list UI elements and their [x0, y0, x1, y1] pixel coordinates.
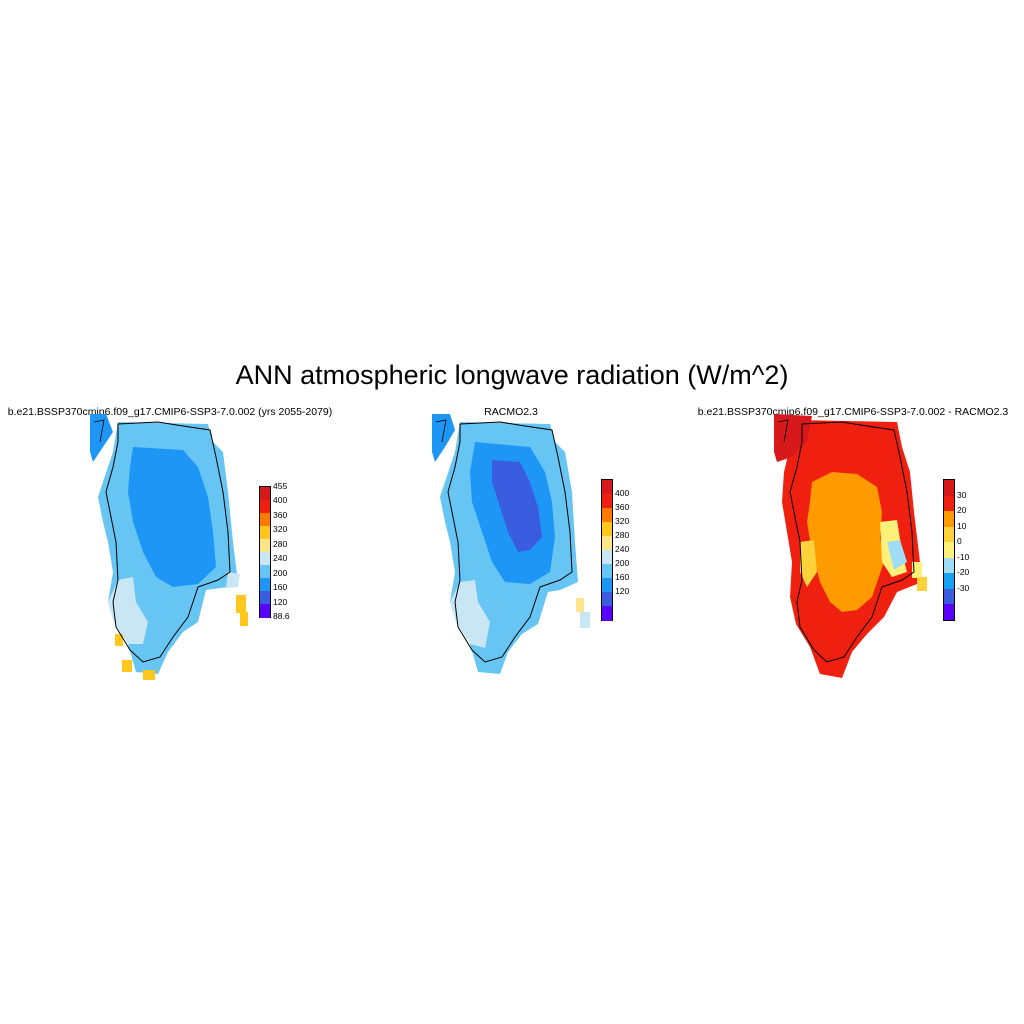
colorbar-diff-box: [943, 479, 955, 621]
colorbar-model-cell: [260, 578, 270, 592]
colorbar-diff-label: -20: [957, 567, 970, 578]
map-model: [90, 414, 248, 680]
map-diff: [774, 414, 927, 678]
colorbar-diff-cell: [944, 588, 954, 605]
colorbar-model-cell: [260, 552, 270, 566]
colorbar-model-label: 120: [273, 596, 288, 607]
panel-title-model: b.e21.BSSP370cmip6.f09_g17.CMIP6-SSP3-7.…: [7, 406, 333, 418]
colorbar-diff-cell: [944, 480, 954, 497]
colorbar-diff-cell: [944, 511, 954, 528]
colorbar-model-cell: [260, 500, 270, 514]
colorbar-obs-label: 320: [615, 516, 630, 526]
colorbar-model-cell: [260, 539, 270, 553]
colorbar-diff-cell: [944, 495, 954, 512]
colorbar-obs-cell: [602, 494, 612, 509]
coastline-model: [105, 421, 231, 663]
colorbar-obs-cell: [602, 522, 612, 537]
greenland-field-model: [90, 414, 248, 680]
colorbar-obs-cell: [602, 550, 612, 565]
colorbar-obs-label: 240: [615, 544, 630, 554]
colorbar-obs-cell: [602, 578, 612, 593]
colorbar-model-cell: [260, 487, 270, 501]
colorbar-model-label: 240: [273, 553, 288, 564]
colorbar-model-label: 88.6: [273, 611, 290, 621]
colorbar-diff-cell: [944, 526, 954, 543]
colorbar-diff-label: 30: [957, 489, 967, 500]
coastline-obs: [447, 421, 573, 663]
colorbar-obs-label: 200: [615, 558, 630, 568]
colorbar-diff-label: 10: [957, 520, 967, 531]
colorbar-model-label: 200: [273, 567, 288, 578]
colorbar-obs-cell: [602, 508, 612, 523]
greenland-field-diff: [774, 414, 927, 678]
colorbar-diff-cell: [944, 573, 954, 590]
colorbar-obs-cell: [602, 536, 612, 551]
colorbar-diff-label: -10: [957, 551, 970, 562]
colorbar-model-label: 160: [273, 582, 288, 593]
colorbar-diff-label: -30: [957, 582, 970, 593]
colorbar-obs-cell: [602, 592, 612, 607]
panel-title-obs: RACMO2.3: [484, 406, 538, 418]
colorbar-model-label: 320: [273, 524, 288, 535]
colorbar-obs-box: [601, 479, 613, 621]
colorbar-diff-cell: [944, 542, 954, 559]
colorbar-obs-label: 160: [615, 572, 630, 582]
greenland-field-obs: [432, 414, 590, 674]
colorbar-model-label: 360: [273, 509, 288, 520]
colorbar-diff-label: 0: [957, 536, 962, 547]
colorbar-obs-label: 360: [615, 502, 630, 512]
colorbar-obs-label: 400: [615, 488, 630, 498]
colorbar-model-cell: [260, 591, 270, 605]
colorbar-obs-cell: [602, 480, 612, 495]
colorbar-model-cell: [260, 565, 270, 579]
colorbar-model-label: 280: [273, 538, 288, 549]
colorbar-obs-cell: [602, 606, 612, 621]
colorbar-obs-label: 280: [615, 530, 630, 540]
colorbar-diff-label: 20: [957, 505, 967, 516]
colorbar-model-label: 455: [273, 481, 288, 491]
colorbar-diff-cell: [944, 557, 954, 574]
figure-title: ANN atmospheric longwave radiation (W/m^…: [235, 360, 789, 390]
colorbar-model-cell: [260, 513, 270, 527]
colorbar-obs-cell: [602, 564, 612, 579]
coastline-diff: [789, 421, 915, 663]
colorbar-model-cell: [260, 526, 270, 540]
colorbar-model-cell: [260, 604, 270, 618]
colorbar-diff-cell: [944, 604, 954, 621]
colorbar-model-box: [259, 486, 271, 618]
map-obs: [432, 414, 590, 674]
colorbar-obs-label: 120: [615, 586, 630, 596]
colorbar-model-label: 400: [273, 495, 288, 506]
